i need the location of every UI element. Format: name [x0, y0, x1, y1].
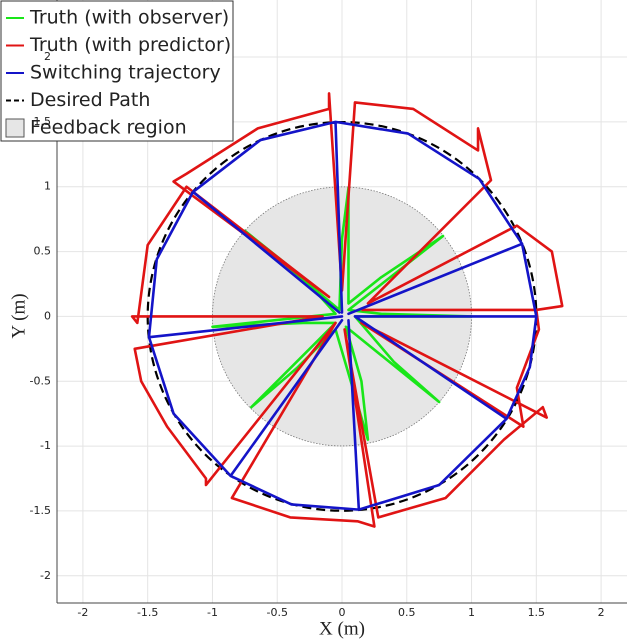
x-tick-label: 0 — [339, 606, 346, 619]
y-tick-label: 0.5 — [34, 245, 52, 258]
legend-label: Feedback region — [30, 117, 187, 139]
trajectory-line — [130, 92, 564, 528]
plot-area — [56, 0, 627, 604]
legend-label: Truth (with predictor) — [29, 34, 231, 56]
legend-swatch — [5, 118, 25, 138]
y-tick-label: 0 — [44, 309, 51, 322]
y-tick-label: 1.5 — [34, 115, 52, 128]
x-tick-label: -0.5 — [266, 606, 287, 619]
y-tick-label: 2 — [44, 50, 51, 63]
y-tick-label: -1.5 — [30, 504, 51, 517]
x-tick-label: -1 — [207, 606, 218, 619]
y-tick-label: -1 — [40, 439, 51, 452]
y-tick-label: 1 — [44, 180, 51, 193]
trajectory-line — [147, 120, 538, 511]
y-tick-label: -0.5 — [30, 374, 51, 387]
legend: Truth (with observer) Truth (with predict… — [0, 0, 234, 142]
trajectory-line — [211, 186, 473, 441]
x-tick-label: -2 — [77, 606, 88, 619]
y-axis-label: Y (m) — [8, 293, 29, 338]
x-tick-label: 1.5 — [528, 606, 546, 619]
x-axis-label: X (m) — [319, 618, 365, 639]
x-tick-label: 1 — [468, 606, 475, 619]
legend-label: Truth (with observer) — [29, 7, 229, 29]
legend-label: Switching trajectory — [30, 62, 221, 84]
x-tick-label: 0.5 — [398, 606, 416, 619]
legend-label: Desired Path — [30, 89, 150, 111]
y-tick-label: -2 — [40, 569, 51, 582]
x-tick-label: -1.5 — [137, 606, 158, 619]
x-tick-label: 2 — [598, 606, 605, 619]
legend-box — [0, 0, 234, 142]
